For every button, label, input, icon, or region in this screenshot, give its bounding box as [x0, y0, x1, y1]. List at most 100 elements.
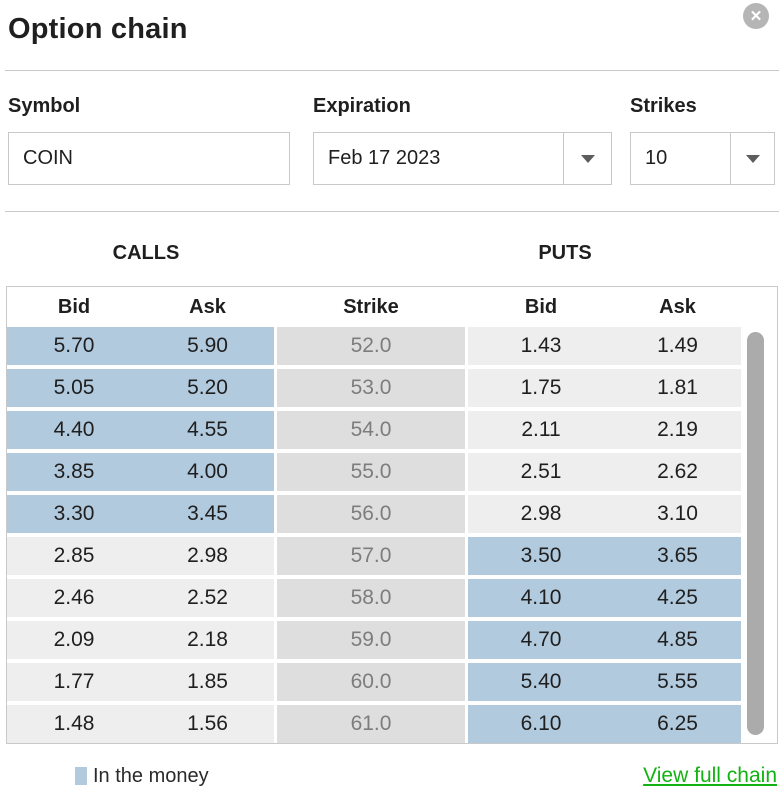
call-bid-cell[interactable]: 5.05 — [53, 376, 95, 399]
puts-section-header: PUTS — [538, 242, 592, 264]
strike-cell: 61.0 — [277, 705, 465, 743]
puts-cells: 2.11 2.19 — [468, 411, 741, 449]
call-ask-cell[interactable]: 1.56 — [187, 712, 228, 735]
put-ask-cell[interactable]: 2.62 — [657, 460, 698, 483]
itm-legend: In the money — [75, 765, 209, 788]
call-ask-cell[interactable]: 3.45 — [187, 502, 228, 525]
put-bid-cell[interactable]: 6.10 — [520, 712, 562, 735]
call-bid-cell[interactable]: 1.77 — [53, 670, 95, 693]
call-bid-cell[interactable]: 2.46 — [53, 586, 95, 609]
put-ask-cell[interactable]: 4.25 — [657, 586, 698, 609]
chevron-down-icon — [745, 154, 760, 163]
call-ask-column-header: Ask — [189, 295, 226, 318]
call-ask-cell[interactable]: 4.00 — [187, 460, 228, 483]
puts-cells: 3.50 3.65 — [468, 537, 741, 575]
close-icon: ✕ — [749, 7, 763, 25]
put-ask-cell[interactable]: 3.65 — [657, 544, 698, 567]
call-bid-column-header: Bid — [57, 295, 91, 318]
form-divider — [5, 211, 779, 212]
call-ask-cell[interactable]: 4.55 — [187, 418, 228, 441]
calls-cells: 2.09 2.18 — [7, 621, 274, 659]
table-row: 5.05 5.20 53.0 1.75 1.81 — [7, 369, 777, 407]
expiration-select[interactable]: Feb 17 2023 — [313, 132, 612, 185]
expiration-field-group: Expiration Feb 17 2023 — [313, 95, 612, 185]
put-ask-cell[interactable]: 5.55 — [657, 670, 698, 693]
dialog-footer: In the money View full chain — [0, 744, 784, 788]
calls-cells: 2.46 2.52 — [7, 579, 274, 617]
option-chain-table: Bid Ask Strike Bid Ask 5.70 5.90 52.0 1.… — [6, 286, 778, 744]
call-bid-cell[interactable]: 2.85 — [53, 544, 95, 567]
chevron-down-icon — [580, 154, 595, 163]
scrollbar-thumb[interactable] — [747, 332, 764, 735]
call-bid-cell[interactable]: 3.85 — [53, 460, 95, 483]
table-row: 2.85 2.98 57.0 3.50 3.65 — [7, 537, 777, 575]
put-bid-cell[interactable]: 1.75 — [520, 376, 562, 399]
close-button[interactable]: ✕ — [743, 3, 769, 29]
put-ask-cell[interactable]: 1.81 — [657, 376, 698, 399]
calls-cells: 5.05 5.20 — [7, 369, 274, 407]
strikes-label: Strikes — [630, 95, 697, 117]
calls-section-header: CALLS — [112, 242, 180, 264]
put-ask-cell[interactable]: 6.25 — [657, 712, 698, 735]
table-row: 3.85 4.00 55.0 2.51 2.62 — [7, 453, 777, 491]
calls-cells: 4.40 4.55 — [7, 411, 274, 449]
view-full-chain-link[interactable]: View full chain — [643, 764, 777, 787]
expiration-arrow-zone[interactable] — [563, 133, 611, 184]
call-bid-cell[interactable]: 1.48 — [53, 712, 95, 735]
puts-cells: 4.70 4.85 — [468, 621, 741, 659]
call-bid-cell[interactable]: 3.30 — [53, 502, 95, 525]
strike-column-header: Strike — [343, 295, 399, 318]
page-title: Option chain — [8, 13, 188, 45]
header-divider — [5, 70, 779, 71]
strikes-arrow-zone[interactable] — [730, 133, 774, 184]
put-bid-cell[interactable]: 1.43 — [520, 334, 562, 357]
put-bid-cell[interactable]: 3.50 — [520, 544, 562, 567]
put-bid-cell[interactable]: 5.40 — [520, 670, 562, 693]
table-row: 3.30 3.45 56.0 2.98 3.10 — [7, 495, 777, 533]
calls-cells: 3.30 3.45 — [7, 495, 274, 533]
strike-cell: 59.0 — [277, 621, 465, 659]
calls-cells: 5.70 5.90 — [7, 327, 274, 365]
strikes-selected-value: 10 — [645, 147, 668, 169]
table-row: 4.40 4.55 54.0 2.11 2.19 — [7, 411, 777, 449]
puts-cells: 2.98 3.10 — [468, 495, 741, 533]
strike-cell: 58.0 — [277, 579, 465, 617]
strike-cell: 57.0 — [277, 537, 465, 575]
put-bid-cell[interactable]: 4.10 — [520, 586, 562, 609]
table-row: 2.09 2.18 59.0 4.70 4.85 — [7, 621, 777, 659]
calls-cells: 1.77 1.85 — [7, 663, 274, 701]
call-ask-cell[interactable]: 2.52 — [187, 586, 228, 609]
calls-cells: 1.48 1.56 — [7, 705, 274, 743]
puts-cells: 4.10 4.25 — [468, 579, 741, 617]
call-bid-cell[interactable]: 4.40 — [53, 418, 95, 441]
put-ask-cell[interactable]: 1.49 — [657, 334, 698, 357]
call-ask-cell[interactable]: 5.90 — [187, 334, 228, 357]
call-ask-cell[interactable]: 1.85 — [187, 670, 228, 693]
puts-cells: 6.10 6.25 — [468, 705, 741, 743]
table-row: 1.48 1.56 61.0 6.10 6.25 — [7, 705, 777, 743]
put-bid-cell[interactable]: 2.98 — [520, 502, 562, 525]
table-header-row: Bid Ask Strike Bid Ask — [7, 287, 777, 327]
puts-cells: 1.43 1.49 — [468, 327, 741, 365]
put-bid-cell[interactable]: 2.51 — [520, 460, 562, 483]
call-ask-cell[interactable]: 5.20 — [187, 376, 228, 399]
symbol-field-group: Symbol — [8, 95, 290, 185]
symbol-input[interactable] — [8, 132, 290, 185]
call-ask-cell[interactable]: 2.98 — [187, 544, 228, 567]
put-bid-cell[interactable]: 4.70 — [520, 628, 562, 651]
call-ask-cell[interactable]: 2.18 — [187, 628, 228, 651]
put-ask-cell[interactable]: 4.85 — [657, 628, 698, 651]
put-ask-cell[interactable]: 2.19 — [657, 418, 698, 441]
strike-cell: 60.0 — [277, 663, 465, 701]
call-bid-cell[interactable]: 5.70 — [53, 334, 95, 357]
put-bid-cell[interactable]: 2.11 — [521, 418, 561, 441]
itm-legend-swatch — [75, 767, 87, 785]
put-bid-column-header: Bid — [524, 295, 558, 318]
call-bid-cell[interactable]: 2.09 — [53, 628, 95, 651]
puts-cells: 2.51 2.62 — [468, 453, 741, 491]
put-ask-cell[interactable]: 3.10 — [657, 502, 698, 525]
section-headers: CALLS PUTS — [0, 212, 784, 286]
strike-cell: 52.0 — [277, 327, 465, 365]
strikes-select[interactable]: 10 — [630, 132, 775, 185]
